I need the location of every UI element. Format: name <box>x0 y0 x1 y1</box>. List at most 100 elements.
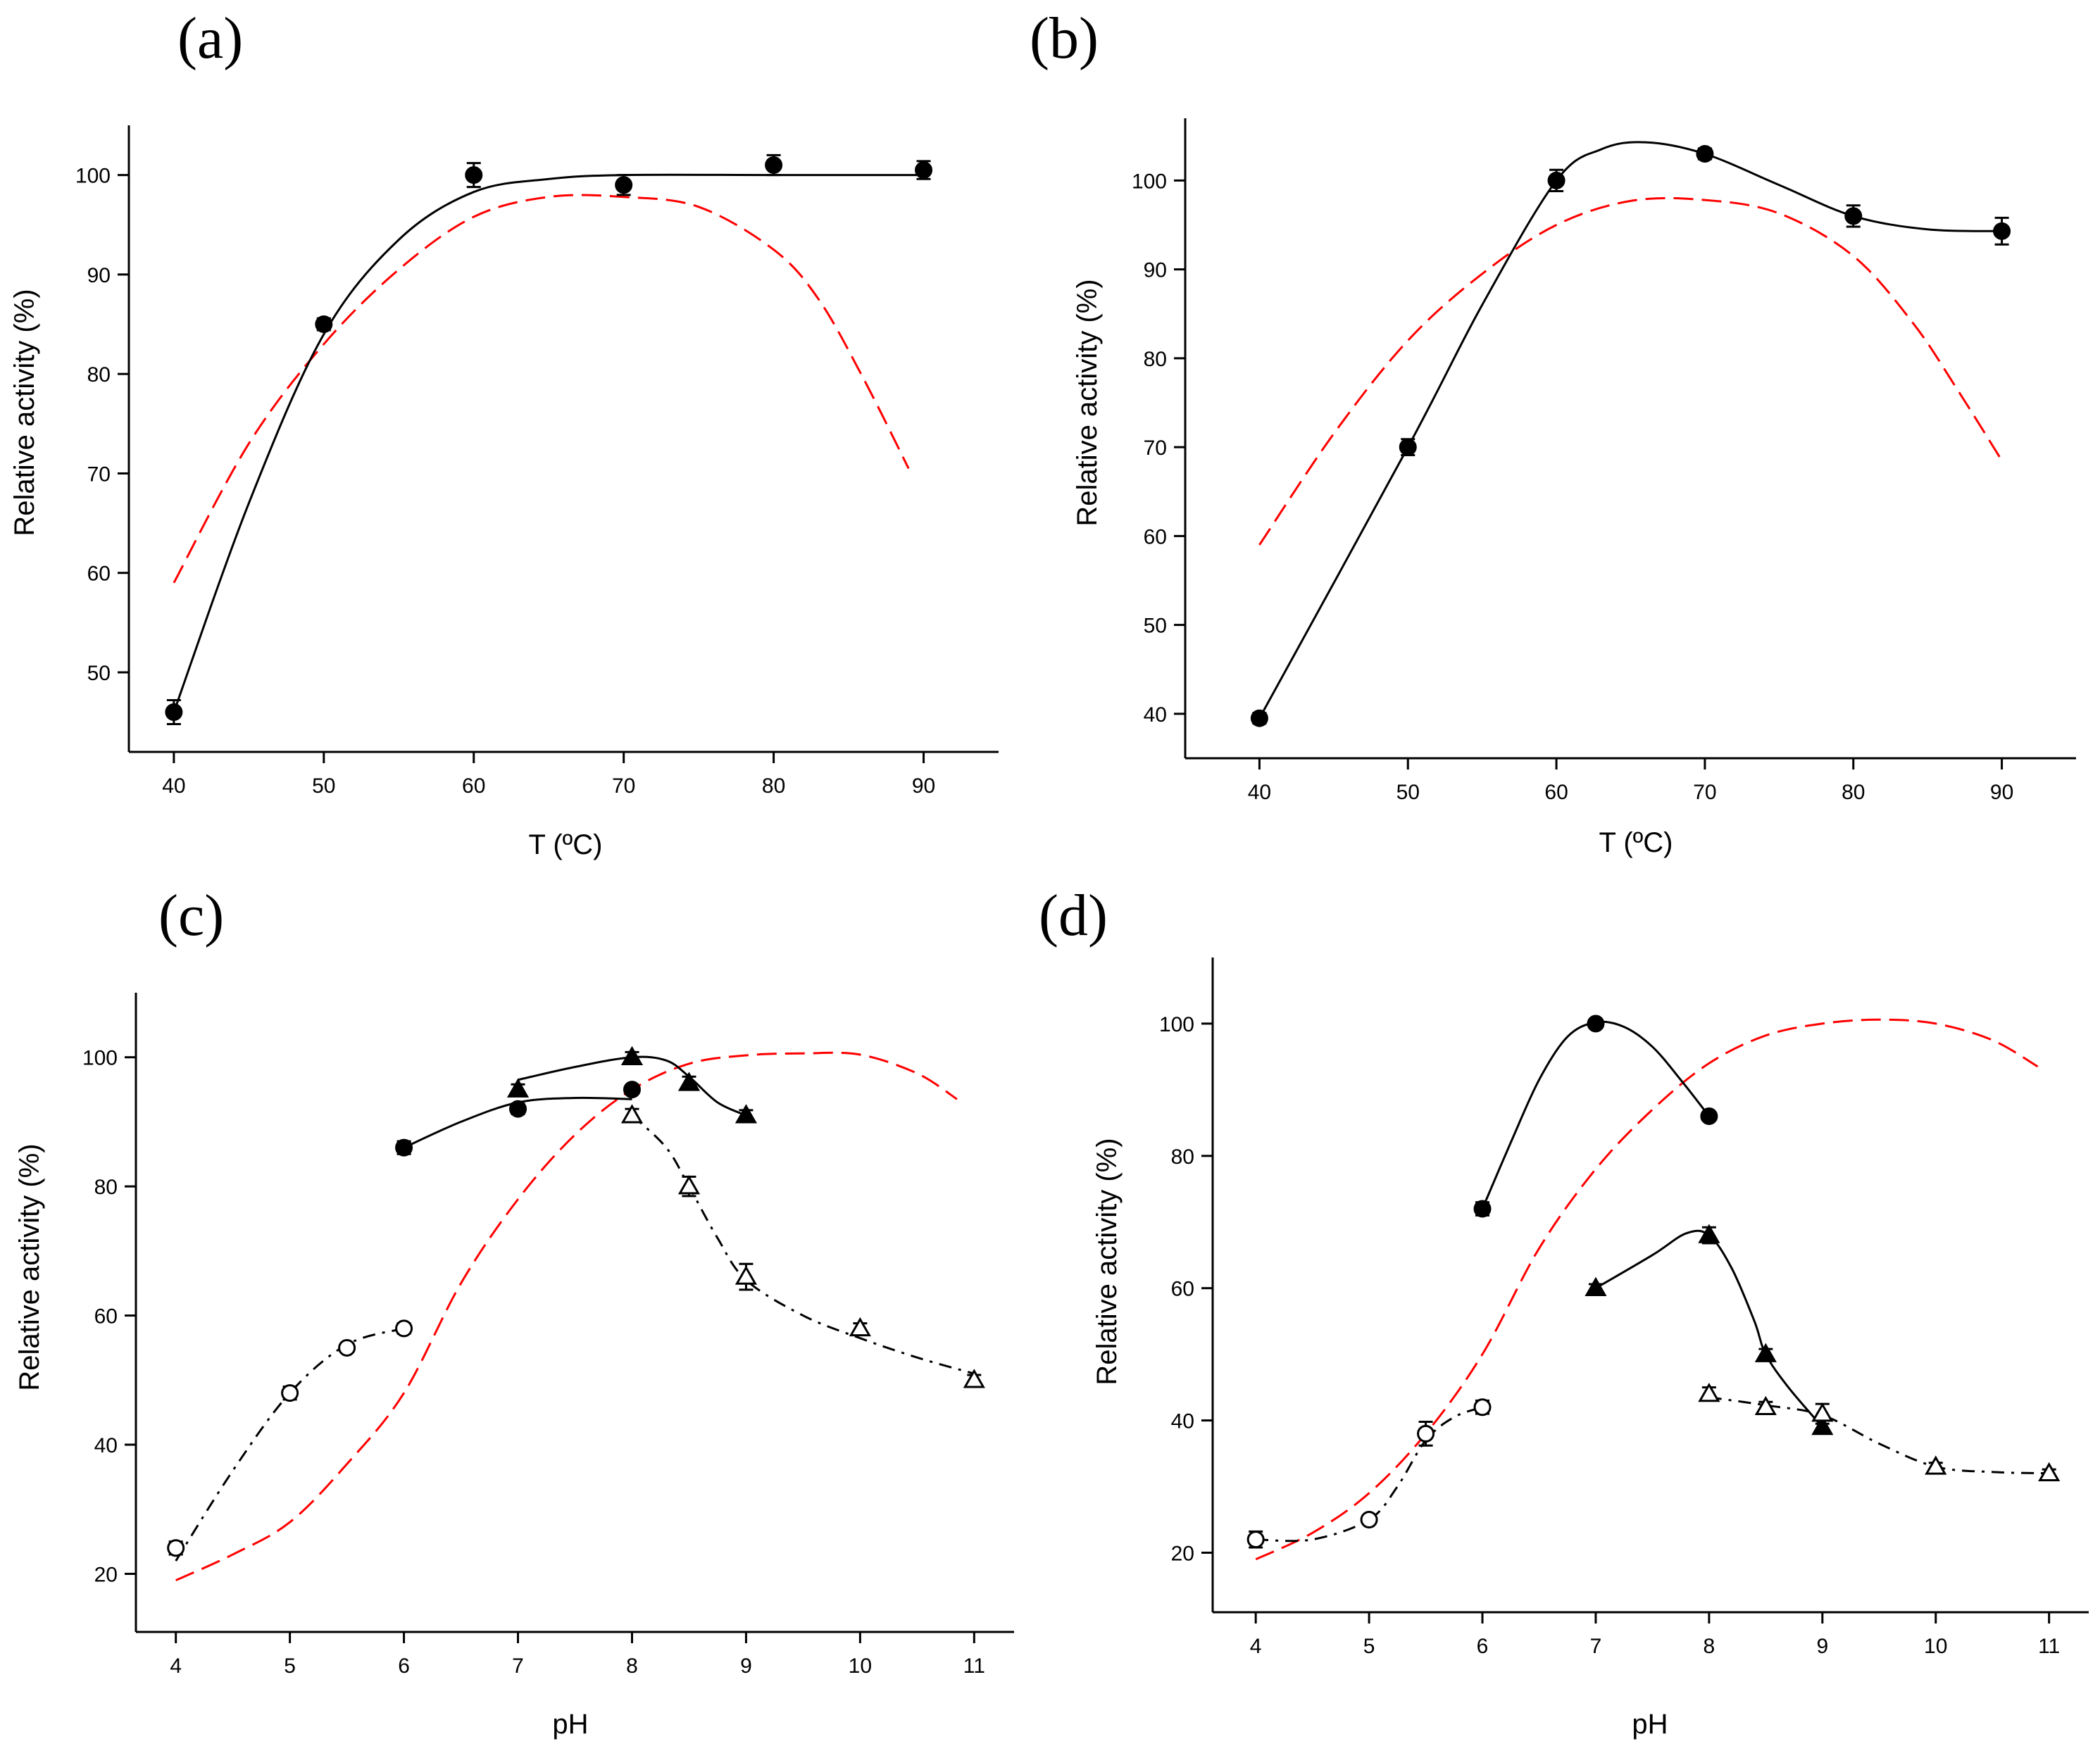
panel-b-y-tick-label: 40 <box>1144 703 1167 727</box>
panel-c-series-2-fit-line <box>518 1055 747 1117</box>
panel-d-series-4-point <box>1698 1382 1720 1402</box>
panel-c-y-tick-label: 20 <box>94 1563 118 1586</box>
panel-c-series-4-point <box>620 1104 644 1124</box>
panel-a-series-1-point <box>915 161 933 180</box>
panel-d-series-4-fit-line <box>1708 1396 2049 1475</box>
panel-d-letter: (d) <box>1039 883 1108 948</box>
panel-b: (b) T (ºC) Relative activity (%) 40 50 60 7… <box>1030 6 2076 858</box>
panel-d-reference-curve <box>1255 1018 2039 1561</box>
panel-c-series-3-point <box>395 1319 413 1338</box>
panel-a-x-tick-label: 60 <box>462 774 485 798</box>
panel-c-x-tick-label: 6 <box>398 1654 410 1678</box>
panel-a-y-tick-label: 80 <box>87 363 111 387</box>
panel-c-series-4-fit-line <box>631 1114 975 1375</box>
panel-d-y-tick-label: 20 <box>1171 1542 1194 1565</box>
panel-a-series-1-point <box>315 315 333 334</box>
panel-b-series-1-point <box>1399 438 1417 456</box>
panel-d-y-tick-label: 40 <box>1171 1410 1194 1433</box>
panel-d-series-3-point <box>1417 1424 1435 1443</box>
panel-b-ylabel: Relative activity (%) <box>1072 279 1103 526</box>
panel-c-series-4-point <box>677 1175 701 1195</box>
panel-c-x-tick-label: 11 <box>963 1654 985 1678</box>
panel-d-series-4-point <box>2038 1462 2061 1481</box>
panel-c-x-tick-label: 4 <box>170 1654 182 1678</box>
panel-c-series-2-point <box>620 1045 644 1065</box>
panel-c-x-tick-label: 9 <box>740 1654 752 1678</box>
panel-c: (c) pH Relative activity (%) 4 5 6 7 8 9 10 11 2… <box>14 883 1014 1740</box>
panel-a-y-tick-label: 70 <box>87 463 111 486</box>
panel-d-plot: 4 5 6 7 8 9 10 11 20 40 60 80 100 <box>1159 957 2089 1658</box>
panel-b-y-tick-label: 80 <box>1144 348 1167 371</box>
panel-c-series-2-point <box>677 1072 701 1091</box>
panel-b-x-tick-label: 40 <box>1248 781 1271 804</box>
panel-b-series-1-point <box>1696 145 1714 163</box>
panel-a-y-tick-label: 60 <box>87 563 111 586</box>
panel-d-series-4-point <box>1754 1395 1777 1416</box>
panel-d-y-tick-label: 80 <box>1171 1145 1194 1169</box>
panel-d: (d) pH Relative activity (%) 4 5 6 7 8 9 10 11 2… <box>1039 883 2089 1740</box>
panel-c-y-tick-label: 60 <box>94 1305 118 1329</box>
panel-b-y-tick-label: 60 <box>1144 525 1167 548</box>
panel-a-letter: (a) <box>177 6 243 71</box>
panel-a-x-tick-label: 50 <box>312 774 335 798</box>
panel-c-series-2-point <box>506 1078 530 1098</box>
panel-c-series-1-point <box>509 1100 527 1118</box>
panel-c-x-tick-label: 10 <box>849 1654 872 1678</box>
panel-c-y-tick-label: 100 <box>82 1047 118 1070</box>
panel-d-series-2-point <box>1585 1276 1607 1296</box>
panel-b-x-tick-label: 60 <box>1544 781 1568 804</box>
panel-a-x-tick-label: 80 <box>762 774 785 798</box>
panel-b-series-1-fit-line <box>1258 141 2002 719</box>
panel-a-series-1-point <box>765 156 783 175</box>
panel-b-plot: 40 50 60 70 80 90 40 50 60 70 80 90 100 <box>1132 118 2076 804</box>
panel-c-series-3-point <box>167 1539 185 1557</box>
panel-d-xlabel: pH <box>1632 1709 1668 1740</box>
panel-a-series-1-point <box>615 176 633 194</box>
panel-c-reference-curve <box>175 1051 958 1581</box>
panel-d-series-3-point <box>1473 1398 1492 1417</box>
panel-c-series-1-point <box>623 1081 641 1099</box>
panel-c-series-3-point <box>281 1384 299 1402</box>
panel-a-series-1-point <box>465 166 483 184</box>
panel-c-series-2-point <box>735 1104 758 1124</box>
panel-b-series-1-point <box>1250 709 1268 727</box>
panel-b-x-tick-label: 80 <box>1842 781 1865 804</box>
panel-d-series-1-point <box>1587 1015 1605 1033</box>
panel-c-y-tick-label: 40 <box>94 1434 118 1457</box>
panel-d-series-1-fit-line <box>1481 1020 1711 1210</box>
panel-d-x-tick-label: 10 <box>1924 1635 1947 1658</box>
panel-d-x-tick-label: 9 <box>1816 1635 1828 1658</box>
panel-c-series-3-point <box>338 1338 356 1357</box>
panel-a-y-tick-label: 50 <box>87 662 111 685</box>
panel-b-xlabel: T (ºC) <box>1599 827 1673 858</box>
panel-d-x-tick-label: 5 <box>1363 1635 1375 1658</box>
panel-c-x-tick-label: 5 <box>284 1654 296 1678</box>
panel-d-x-tick-label: 7 <box>1590 1635 1602 1658</box>
panel-d-y-tick-label: 100 <box>1159 1013 1194 1036</box>
panel-d-series-3-point <box>1246 1531 1265 1549</box>
panel-b-y-tick-label: 50 <box>1144 615 1167 638</box>
panel-c-x-tick-label: 8 <box>626 1654 638 1678</box>
panel-a-y-tick-label: 90 <box>87 264 111 287</box>
panel-b-x-tick-label: 90 <box>1990 781 2013 804</box>
panel-c-plot: 4 5 6 7 8 9 10 11 20 40 60 80 100 <box>82 993 1014 1678</box>
panel-c-y-tick-label: 80 <box>94 1176 118 1199</box>
panel-b-x-tick-label: 50 <box>1396 781 1420 804</box>
panel-c-series-4-point <box>735 1265 758 1285</box>
panel-b-letter: (b) <box>1030 6 1099 71</box>
panel-a: (a) T (ºC) Relative activity (%) 40 50 60 7… <box>9 6 999 860</box>
panel-d-ylabel: Relative activity (%) <box>1092 1138 1123 1385</box>
panel-d-y-tick-label: 60 <box>1171 1278 1194 1301</box>
panel-a-plot: 40 50 60 70 80 90 50 60 70 80 90 100 <box>75 125 999 798</box>
panel-d-x-tick-label: 8 <box>1704 1635 1715 1658</box>
panel-d-x-tick-label: 4 <box>1250 1635 1262 1658</box>
panel-d-series-4-point <box>1811 1402 1834 1422</box>
panel-a-series-1-fit-line <box>173 173 924 713</box>
panel-b-y-tick-label: 90 <box>1144 259 1167 282</box>
panel-d-series-3-fit-line <box>1256 1406 1483 1543</box>
panel-d-series-3-point <box>1360 1510 1378 1528</box>
panel-c-x-tick-label: 7 <box>512 1654 524 1678</box>
panel-c-series-1-point <box>395 1138 413 1157</box>
panel-b-series-1-point <box>1547 171 1565 189</box>
